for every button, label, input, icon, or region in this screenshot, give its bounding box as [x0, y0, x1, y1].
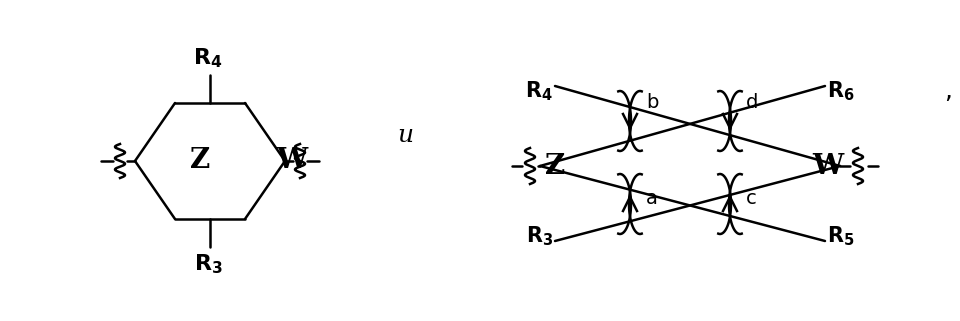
Text: $\mathbf{R_3}$: $\mathbf{R_3}$	[526, 224, 553, 248]
Text: d: d	[746, 93, 758, 112]
Text: a: a	[646, 189, 658, 209]
Text: Z: Z	[545, 152, 565, 179]
Text: $\mathbf{R_6}$: $\mathbf{R_6}$	[827, 79, 854, 103]
Text: ,: ,	[944, 79, 952, 103]
Text: b: b	[646, 93, 659, 112]
Text: $\mathbf{R_3}$: $\mathbf{R_3}$	[194, 252, 223, 276]
Text: $\mathbf{R_4}$: $\mathbf{R_4}$	[525, 79, 553, 103]
Text: $\mathbf{R_4}$: $\mathbf{R_4}$	[193, 46, 223, 70]
Text: W: W	[276, 148, 307, 175]
Text: c: c	[746, 189, 756, 209]
Text: Z: Z	[190, 148, 210, 175]
Text: $\mathbf{R_5}$: $\mathbf{R_5}$	[827, 224, 854, 248]
Text: и: и	[396, 125, 413, 148]
Text: W: W	[812, 152, 844, 179]
